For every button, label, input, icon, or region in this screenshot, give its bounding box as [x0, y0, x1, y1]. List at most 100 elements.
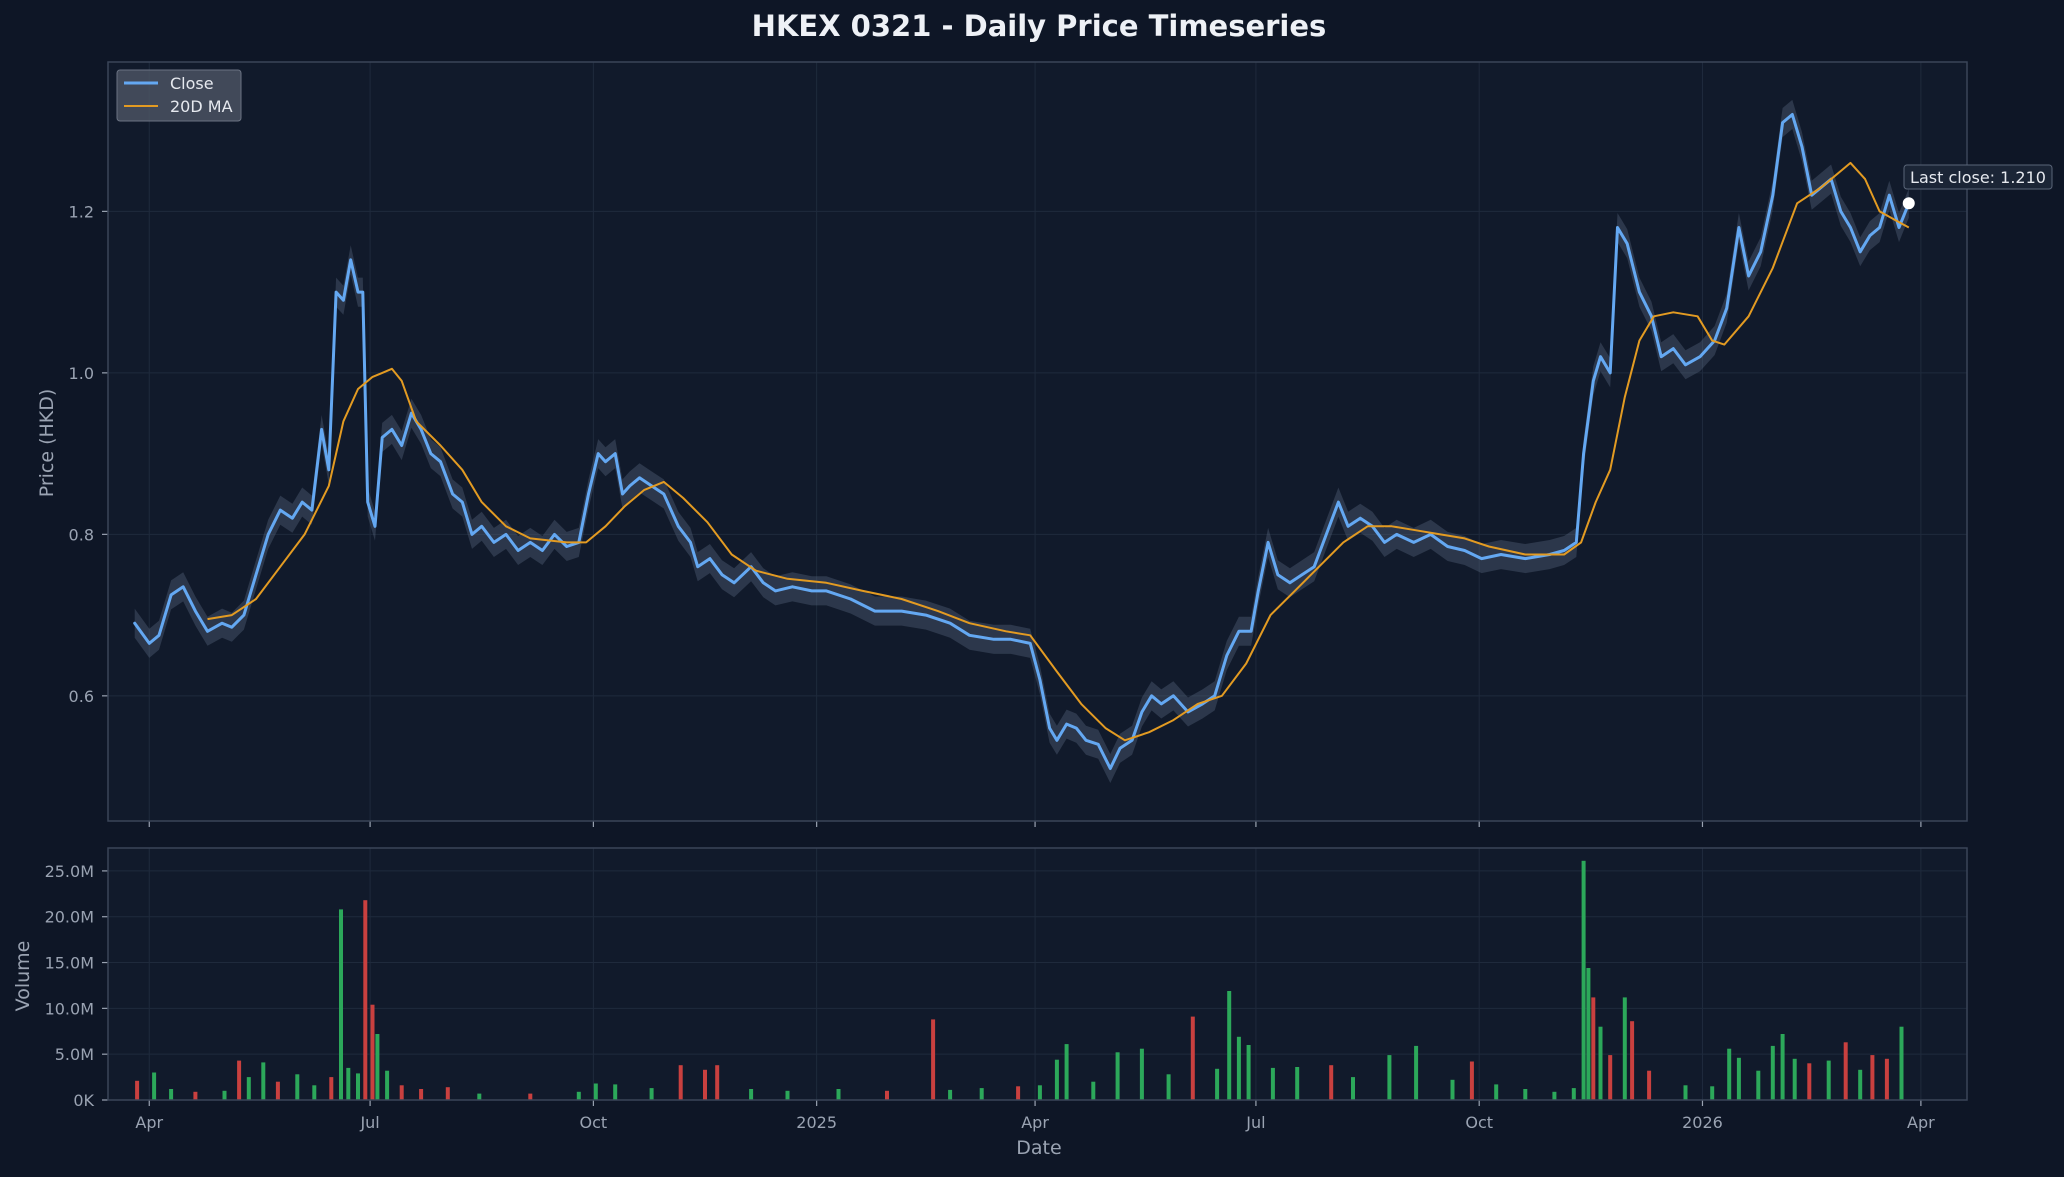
volume-bar [1571, 1088, 1576, 1100]
volume-panel-frame [107, 847, 1968, 1101]
volume-bar [749, 1089, 754, 1100]
volume-bar [1870, 1055, 1875, 1100]
volume-bar [1647, 1070, 1652, 1100]
volume-bar [1414, 1045, 1419, 1100]
x-tick-label: Oct [580, 1113, 608, 1132]
volume-bar [152, 1072, 157, 1100]
volume-bar [1591, 997, 1596, 1100]
volume-y-tick-label: 5.0M [55, 1045, 94, 1064]
volume-bar [1630, 1021, 1635, 1100]
volume-bar [948, 1089, 953, 1100]
volume-bar [356, 1073, 360, 1100]
volume-bar [1710, 1086, 1715, 1100]
price-panel-frame [107, 61, 1968, 822]
volume-bar [1295, 1067, 1300, 1100]
volume-bar [1826, 1060, 1831, 1100]
volume-bar [576, 1091, 581, 1100]
volume-y-tick-label: 15.0M [45, 954, 94, 973]
volume-bar [346, 1067, 351, 1100]
volume-bar [1899, 1026, 1904, 1100]
volume-bar [1494, 1084, 1499, 1100]
volume-bar [1683, 1085, 1688, 1100]
volume-y-tick-label: 20.0M [45, 908, 94, 927]
volume-bar [222, 1090, 227, 1100]
x-tick-label: Apr [135, 1113, 163, 1132]
volume-bar [1329, 1065, 1334, 1100]
volume-bar [1552, 1091, 1557, 1100]
legend: Close 20D MA [116, 69, 242, 122]
close-volatility-band [134, 99, 1909, 783]
volume-bar [1091, 1081, 1096, 1100]
chart-title: HKEX 0321 - Daily Price Timeseries [752, 9, 1327, 43]
series-20d-ma-line [207, 161, 1910, 742]
x-tick-label: Oct [1465, 1113, 1493, 1132]
volume-bar [1064, 1044, 1069, 1100]
volume-bar [1523, 1089, 1528, 1100]
volume-bar [1115, 1052, 1120, 1100]
volume-bar [312, 1085, 317, 1100]
volume-bar [1037, 1085, 1042, 1100]
volume-bar [329, 1077, 334, 1100]
volume-bar [593, 1083, 598, 1100]
volume-bar [135, 1080, 140, 1100]
volume-bar [275, 1081, 280, 1100]
volume-bar [1246, 1045, 1251, 1100]
price-y-tick-label: 0.6 [69, 687, 94, 706]
volume-bar [370, 1004, 375, 1100]
price-y-tick-label: 0.8 [69, 525, 94, 544]
volume-bar [1858, 1069, 1863, 1100]
volume-bar [246, 1077, 251, 1100]
volume-bar [1622, 997, 1627, 1100]
volume-bar [1756, 1070, 1761, 1100]
volume-bar [1792, 1058, 1797, 1100]
volume-bar [1598, 1026, 1603, 1100]
volume-panel-background [108, 848, 1967, 1100]
volume-bar [237, 1060, 242, 1100]
volume-bar [785, 1090, 790, 1100]
volume-bar [295, 1074, 300, 1100]
volume-bar [885, 1090, 889, 1100]
volume-bar [375, 1034, 380, 1100]
volume-bar [836, 1089, 841, 1100]
volume-bar [1780, 1034, 1785, 1100]
volume-bar [419, 1089, 424, 1100]
volume-bar [477, 1093, 482, 1100]
volume-y-tick-label: 25.0M [45, 862, 94, 881]
x-tick-label: Jul [359, 1113, 379, 1132]
volume-bar [1016, 1086, 1021, 1100]
x-tick-label: 2025 [796, 1113, 837, 1132]
volume-bar [261, 1062, 266, 1100]
volume-bar [1236, 1036, 1241, 1100]
volume-y-tick-label: 0K [73, 1091, 94, 1110]
volume-bar [1608, 1055, 1613, 1100]
volume-bar [1884, 1058, 1889, 1100]
volume-bar [1351, 1077, 1355, 1100]
volume-bar [1770, 1045, 1775, 1100]
volume-axis-label: Volume [12, 941, 34, 1012]
volume-bar [1469, 1061, 1474, 1100]
volume-bar [1227, 991, 1232, 1100]
legend-close-label: Close [170, 74, 214, 93]
volume-bar [1807, 1063, 1812, 1100]
volume-bar [339, 909, 343, 1100]
volume-bar [1054, 1059, 1059, 1100]
volume-bar [193, 1091, 198, 1100]
volume-bar [931, 1019, 936, 1100]
volume-bar [649, 1088, 654, 1100]
volume-bar [1727, 1048, 1732, 1100]
volume-bar [613, 1084, 618, 1100]
volume-bar [715, 1065, 720, 1100]
volume-bar [1190, 1016, 1195, 1100]
volume-bar [528, 1093, 533, 1100]
volume-bar [678, 1065, 683, 1100]
x-tick-label: 2026 [1682, 1113, 1723, 1132]
price-panel-background [108, 62, 1967, 821]
volume-bar [1387, 1055, 1392, 1100]
x-axis-label: Date [1016, 1137, 1061, 1159]
volume-bar [1215, 1068, 1220, 1100]
volume-y-tick-label: 10.0M [45, 999, 94, 1018]
volume-bar [1450, 1079, 1455, 1100]
volume-bar [1270, 1067, 1275, 1100]
